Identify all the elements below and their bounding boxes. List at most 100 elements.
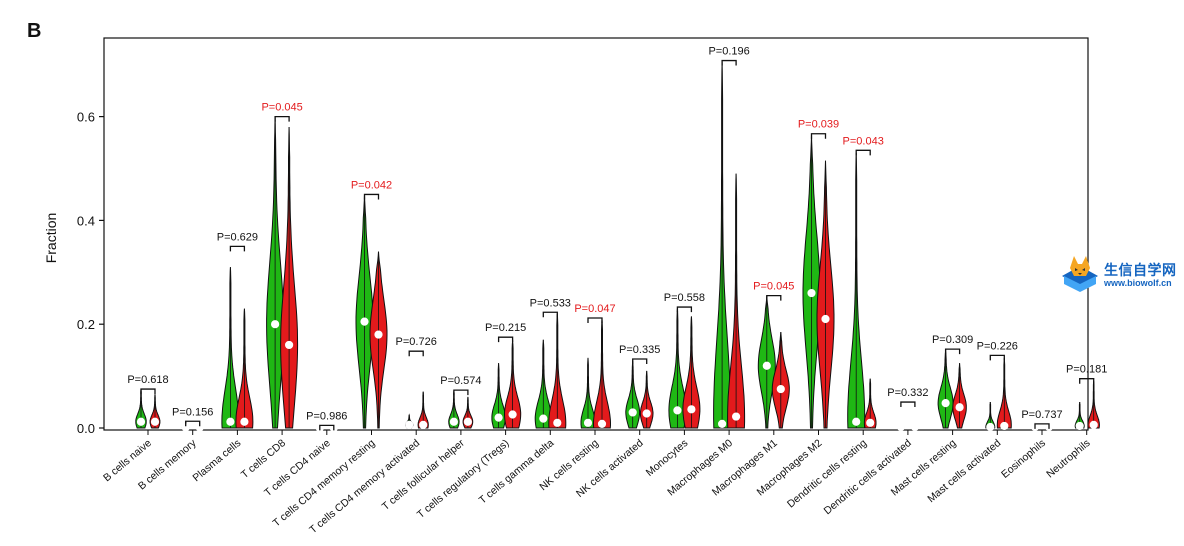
p-value-label: P=0.045	[753, 281, 794, 293]
x-tick-label: Plasma cells	[190, 437, 243, 484]
x-tick-label: Monocytes	[644, 437, 691, 479]
median-point	[941, 398, 950, 408]
p-value-bracket	[185, 420, 201, 427]
p-value-label: P=0.618	[127, 374, 168, 386]
y-axis-label: Fraction	[43, 213, 59, 264]
p-value-bracket	[900, 401, 916, 408]
median-point	[494, 413, 503, 422]
watermark-logo: 生信自学网 www.biowolf.cn	[1058, 254, 1182, 294]
p-value-label: P=0.726	[396, 336, 437, 348]
p-value-bracket	[497, 336, 514, 343]
p-value-bracket	[229, 245, 246, 252]
y-tick-label: 0.6	[77, 110, 95, 125]
median-point	[732, 412, 741, 421]
x-tick-label: Eosinophils	[999, 437, 1048, 481]
median-point	[360, 317, 369, 326]
wolf-logo-icon	[1062, 256, 1098, 292]
median-point	[374, 330, 383, 339]
p-value-bracket	[1034, 423, 1050, 429]
p-value-bracket	[989, 354, 1005, 361]
median-point	[1089, 420, 1098, 429]
p-value-bracket	[363, 193, 380, 200]
median-point	[1075, 421, 1084, 431]
median-point	[240, 417, 249, 426]
median-point	[821, 314, 830, 324]
median-point	[628, 408, 637, 417]
p-value-label: P=0.335	[619, 344, 660, 356]
p-value-bracket	[1079, 378, 1095, 384]
axes: 0.0 0.2 0.4 0.6	[77, 37, 1089, 436]
p-value-label: P=0.045	[261, 102, 302, 114]
x-tick-label: Mast cells activated	[925, 437, 1003, 505]
median-point	[718, 419, 727, 428]
median-point	[449, 417, 458, 426]
x-tick-label: Neutrophils	[1044, 437, 1092, 480]
median-point	[642, 409, 651, 418]
p-value-bracket	[721, 59, 737, 66]
median-point	[285, 340, 294, 350]
watermark-title: 生信自学网	[1104, 263, 1177, 279]
median-point	[539, 414, 548, 423]
p-value-label: P=0.156	[172, 406, 213, 418]
median-point	[1000, 421, 1009, 431]
x-tick-label: T cells gamma delta	[477, 437, 557, 507]
median-point	[150, 417, 160, 426]
median-point	[986, 422, 995, 432]
p-value-label: P=0.574	[440, 375, 481, 387]
p-value-label: P=0.533	[530, 297, 571, 309]
x-tick-label: Dendritic cells activated	[822, 437, 914, 517]
median-point	[226, 417, 235, 426]
p-value-annotations: P=0.618 P=0.156 P=0.629 P=0.045 P=0.986 P=0.0…	[127, 46, 1107, 431]
p-value-label: P=0.309	[932, 334, 973, 346]
median-point	[807, 288, 816, 298]
median-point	[762, 361, 771, 370]
median-point	[776, 384, 785, 394]
p-value-bracket	[408, 350, 424, 357]
y-tick-label: 0.0	[77, 421, 95, 436]
median-point	[852, 417, 861, 426]
p-value-bracket	[855, 149, 871, 156]
watermark-url: www.biowolf.cn	[1104, 278, 1172, 288]
p-value-bracket	[766, 295, 782, 301]
p-value-label: P=0.558	[664, 292, 705, 304]
median-point	[271, 320, 280, 329]
plot-frame	[103, 37, 1089, 431]
median-point	[910, 422, 920, 432]
p-value-label: P=0.181	[1066, 364, 1107, 376]
median-point	[583, 418, 593, 427]
median-point	[463, 417, 472, 426]
p-value-label: P=0.196	[708, 46, 749, 58]
p-value-label: P=0.042	[351, 179, 392, 191]
p-value-bracket	[944, 348, 961, 355]
panel-label: B	[27, 20, 42, 42]
median-point	[687, 405, 696, 414]
median-point	[955, 403, 964, 412]
median-point	[405, 420, 414, 429]
median-point	[866, 418, 875, 427]
p-value-bracket	[453, 389, 469, 396]
p-value-bracket	[542, 311, 558, 318]
median-point	[597, 419, 607, 428]
p-value-label: P=0.629	[217, 231, 258, 243]
y-tick-label: 0.2	[77, 317, 95, 332]
p-value-label: P=0.986	[306, 410, 347, 422]
p-value-bracket	[632, 358, 648, 364]
p-value-label: P=0.039	[798, 119, 839, 131]
p-value-bracket	[587, 317, 603, 323]
p-value-label: P=0.043	[843, 135, 884, 147]
p-value-label: P=0.332	[887, 387, 928, 399]
p-value-bracket	[274, 115, 290, 122]
p-value-bracket	[676, 306, 693, 313]
x-tick-label: T cells follicular helper	[380, 437, 468, 513]
p-value-label: P=0.226	[977, 340, 1018, 352]
median-point	[673, 406, 682, 415]
median-point	[508, 410, 517, 419]
y-tick-label: 0.4	[77, 213, 95, 228]
p-value-label: P=0.215	[485, 322, 526, 334]
median-point	[419, 420, 428, 429]
median-point	[896, 422, 906, 432]
median-point	[136, 417, 146, 426]
p-value-label: P=0.047	[574, 303, 615, 315]
